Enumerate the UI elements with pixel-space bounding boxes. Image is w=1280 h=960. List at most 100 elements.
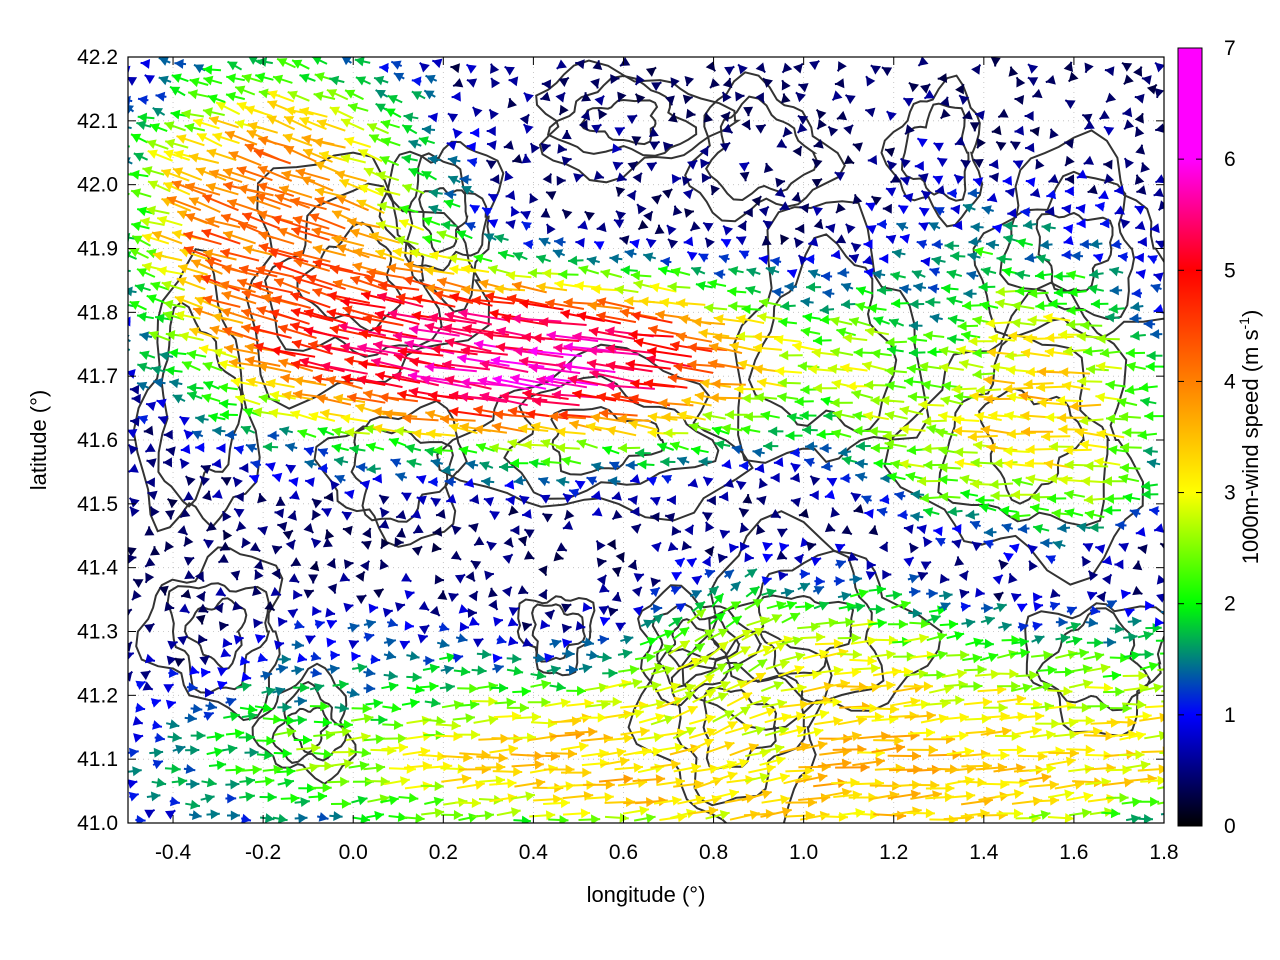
wind-arrow-1282 [601,445,620,456]
wind-arrow-263 [687,738,715,753]
wind-arrow-head [739,522,750,533]
wind-arrow-head [425,409,436,420]
wind-arrow-1048 [341,510,353,521]
wind-arrow-967 [704,545,715,557]
wind-arrow-1037 [1153,523,1164,533]
wind-arrow-head [221,477,232,486]
wind-arrow-804 [131,590,142,601]
wind-arrow-642 [222,638,233,648]
wind-arrow-head [608,668,618,679]
wind-arrow-head [207,701,217,711]
wind-arrow-head [152,720,162,730]
wind-arrow-head [768,426,778,437]
wind-arrow-1231 [739,460,749,471]
wind-arrow-head [572,389,583,400]
wind-arrow-1294 [819,443,832,454]
wind-arrow-head [489,511,500,521]
wind-arrow-113 [1121,797,1142,808]
wind-arrow-head [611,566,622,577]
wind-arrow-head [720,680,731,691]
wind-arrow-1156 [428,476,438,487]
wind-arrow-head [671,795,682,806]
wind-arrow-head [990,490,1000,501]
wind-arrow-210 [785,765,815,776]
wind-arrow-head [1032,592,1043,603]
wind-arrow-851 [1096,591,1107,603]
wind-arrow-head [800,569,810,580]
wind-arrow-1490 [169,378,183,389]
wind-arrow-8 [272,813,288,823]
wind-arrow-head [1119,411,1129,422]
wind-arrow-439 [726,691,753,707]
wind-arrow-head [569,419,580,430]
wind-arrow-822 [517,585,529,595]
wind-arrow-1081 [1064,508,1084,518]
wind-arrow-341 [1053,729,1079,740]
wind-arrow-401 [1090,717,1120,728]
wind-arrow-head [865,571,876,581]
wind-arrow-head [518,423,528,434]
wind-arrow-370 [530,718,558,729]
wind-arrow-head [262,442,273,452]
wind-arrow-973 [806,541,817,552]
wind-arrow-head [627,560,638,571]
wind-arrow-1241 [899,459,925,470]
wind-arrow-742 [1055,617,1068,628]
wind-arrow-658 [508,636,519,646]
wind-arrow-head [465,713,475,724]
wind-arrow-head [958,680,968,690]
wind-arrow-693 [1137,630,1154,641]
wind-arrow-141 [582,779,615,790]
wind-arrow-head [617,443,627,453]
wind-arrow-65 [259,792,277,803]
wind-arrow-1267 [331,443,349,453]
wind-arrow-1283 [617,443,641,453]
wind-arrow-head [1136,731,1146,741]
wind-arrow-1123 [850,491,862,503]
wind-arrow-883 [799,569,810,580]
wind-arrow-1230 [721,459,732,470]
wind-arrow-head [875,747,885,758]
wind-arrow-head [326,558,336,569]
wind-arrow-1142 [184,475,196,486]
wind-arrow-head [1021,426,1030,437]
wind-arrow-474 [309,683,325,693]
wind-arrow-773 [608,606,619,617]
wind-arrow-875 [650,577,661,588]
wind-arrow-head [977,664,987,675]
wind-arrow-1061 [650,512,660,522]
wind-arrow-head [1020,410,1030,421]
wind-arrow-head [469,699,480,710]
wind-arrow-1136 [1064,489,1085,500]
wind-arrow-head [1122,427,1132,438]
wind-arrow-3 [188,810,202,820]
wind-arrow-235 [185,745,200,756]
wind-arrow-head [906,363,917,374]
wind-arrow-head [517,585,529,595]
wind-arrow-541 [471,665,487,676]
wind-arrow-head [185,764,196,774]
wind-arrow-head [812,383,822,394]
wind-arrow-277 [946,746,975,757]
wind-arrow-717 [599,616,611,627]
wind-arrow-head [1132,585,1143,596]
wind-arrow-head [605,380,615,391]
wind-arrow-848 [1032,592,1043,603]
wind-arrow-head [855,472,866,482]
wind-arrow-head [1106,794,1116,804]
wind-arrow-head [169,719,180,730]
wind-arrow-head [770,472,780,483]
wind-arrow-head [199,655,210,666]
wind-arrow-1496 [265,378,295,389]
wind-arrow-2 [165,809,176,820]
wind-arrow-267 [759,743,785,754]
wind-arrow-1030 [1017,523,1030,534]
wind-arrow-head [589,650,599,660]
wind-arrow-825 [611,592,622,602]
wind-arrow-head [633,762,643,773]
wind-arrow-52 [1069,808,1092,819]
wind-arrow-466 [163,683,175,693]
wind-arrow-1056 [541,512,553,523]
wind-arrow-1093 [257,493,267,504]
wind-arrow-901 [217,553,229,564]
